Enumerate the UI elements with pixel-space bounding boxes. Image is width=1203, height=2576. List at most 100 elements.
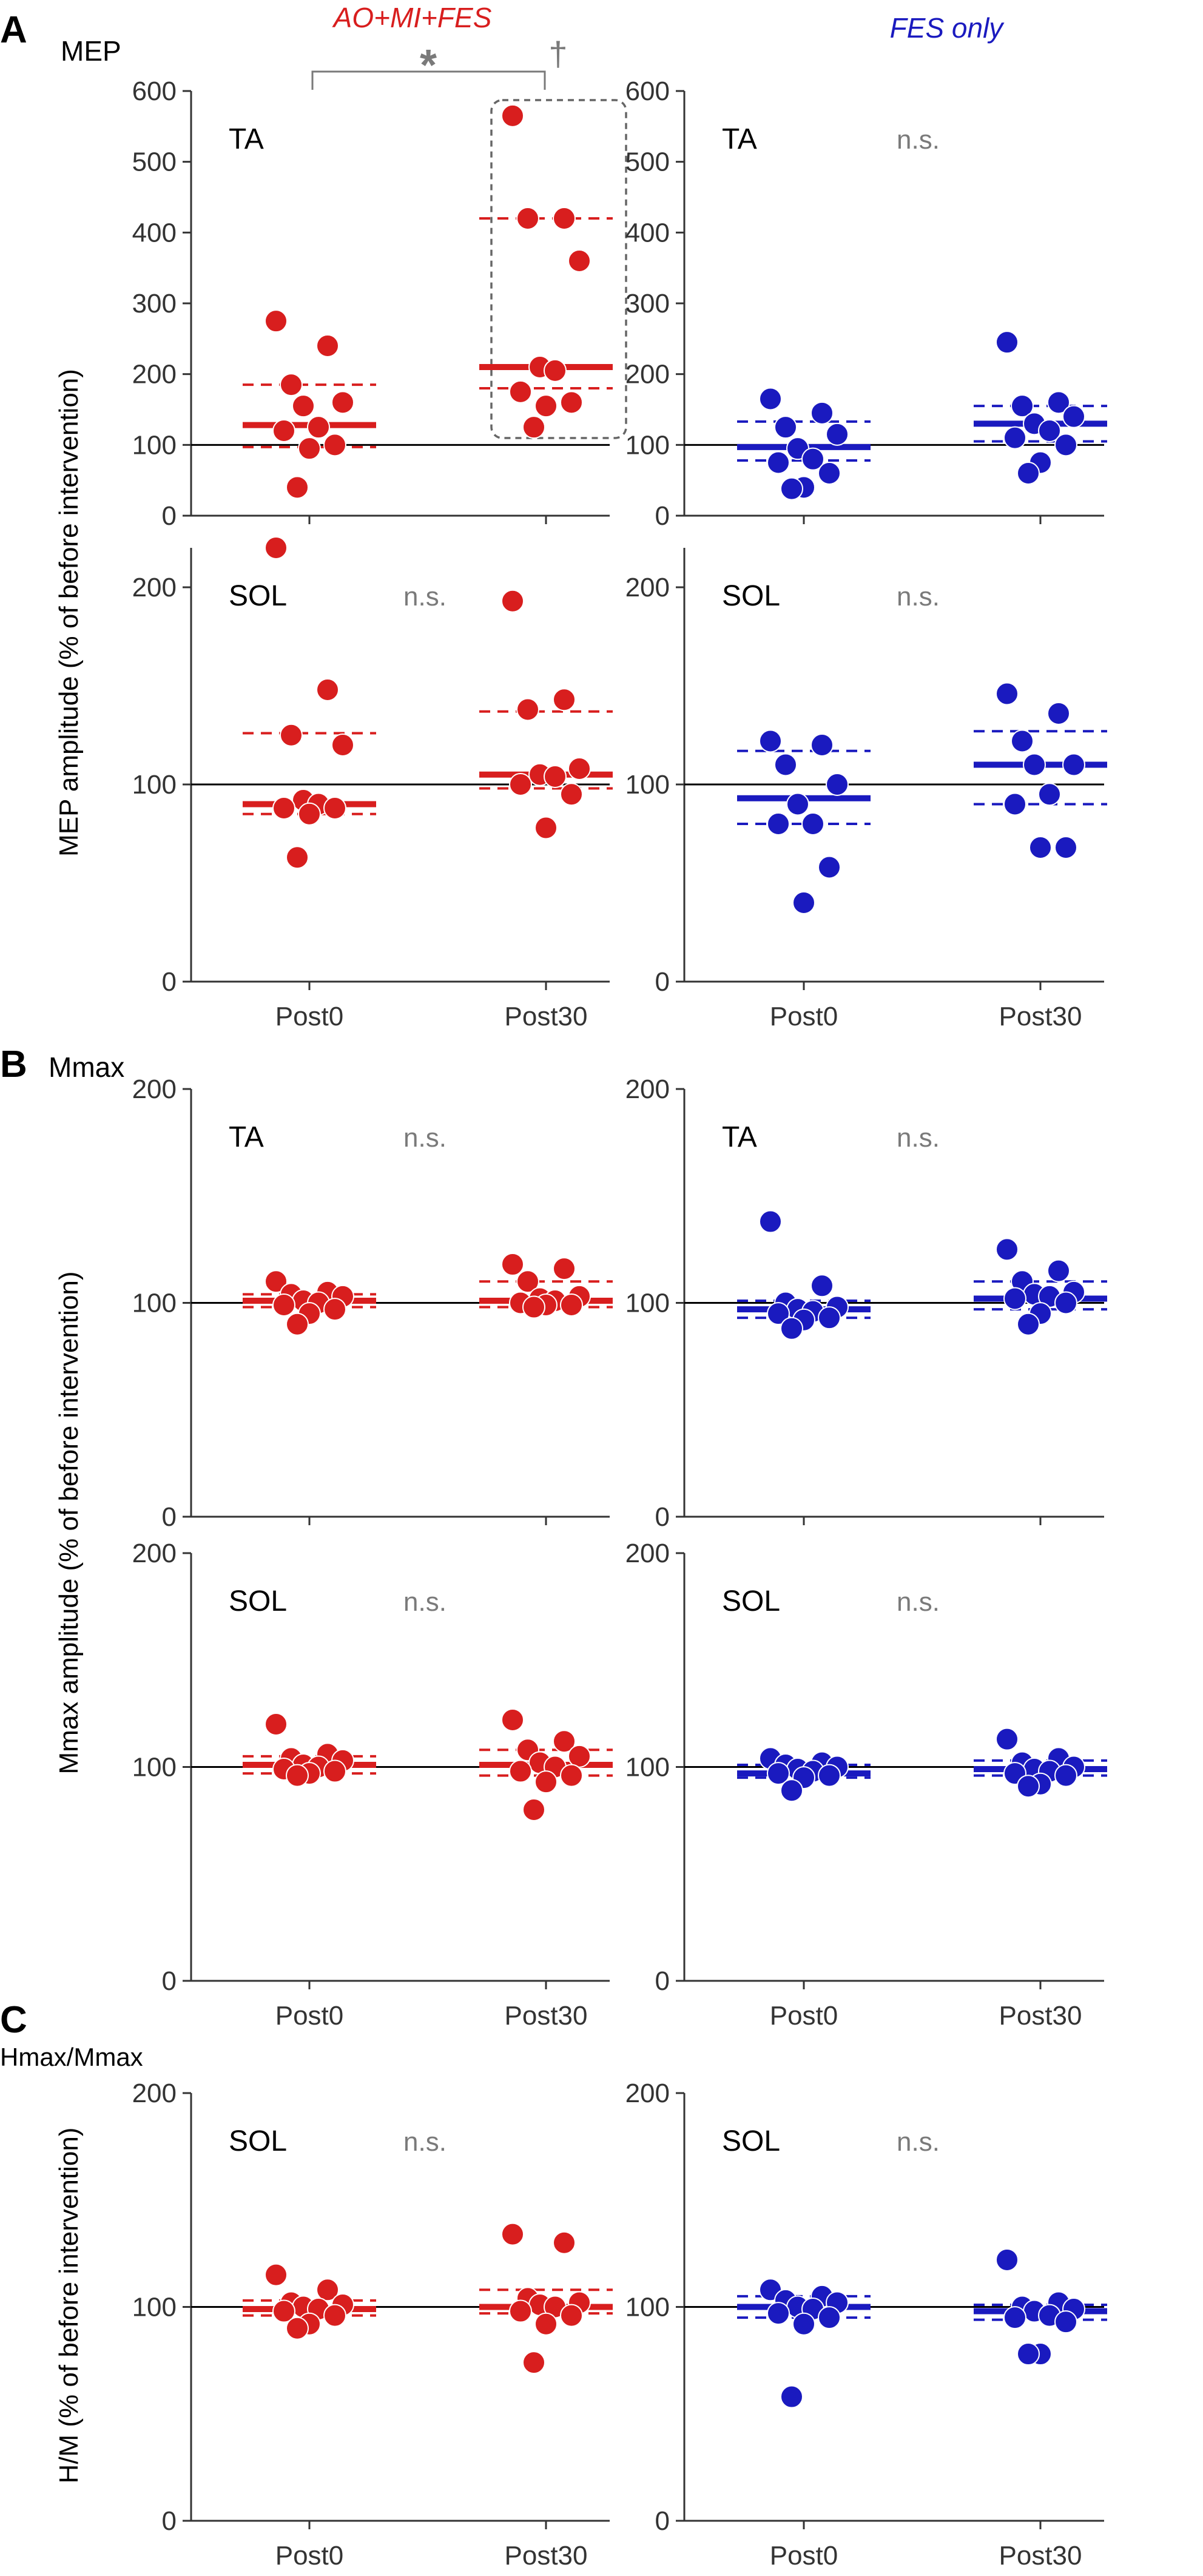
data-point [509,773,532,796]
data-point [501,1253,524,1276]
data-point [553,1730,576,1753]
data-point [265,1270,288,1293]
data-point [534,1770,558,1794]
muscle-label: SOL [722,2125,780,2157]
y-tick-label: 300 [625,289,670,319]
muscle-label: SOL [722,1585,780,1617]
data-point [792,891,815,914]
data-point [286,1764,309,1787]
y-tick-label: 0 [162,1966,177,1996]
y-tick-label: 100 [625,2293,670,2322]
measure-label-hm: Hmax/Mmax [0,2043,143,2071]
measure-label-mmax: Mmax [49,1051,124,1083]
muscle-label: SOL [229,580,287,612]
data-point [522,1798,545,1821]
data-point [818,1306,841,1330]
y-tick-label: 100 [132,1289,177,1318]
chart-mmax-sol-fes: 0 100 200 Post0 Post30 SOL n.s. [625,1539,1107,2031]
y-tick-label: 100 [625,770,670,800]
x-tick-label: Post0 [770,1002,838,1031]
data-point [786,792,809,816]
data-point [780,2385,803,2409]
x-tick-label: Post0 [275,1002,344,1031]
data-point [560,783,583,806]
muscle-label: SOL [229,2125,287,2157]
y-tick-label: 0 [655,1966,670,1996]
y-tick-label: 200 [625,1074,670,1104]
y-tick-label: 200 [132,1074,177,1104]
data-point [553,688,576,712]
data-point [272,797,295,820]
data-point [1062,753,1085,777]
y-tick-label: 100 [625,1753,670,1782]
ns-label: n.s. [403,582,446,612]
y-tick-label: 200 [132,1539,177,1568]
data-point [826,422,849,446]
panel-letter-a: A [0,9,27,51]
data-point [516,207,539,230]
y-tick-label: 100 [625,1289,670,1318]
ns-label: n.s. [897,582,940,612]
data-point [810,733,834,757]
data-point [323,797,346,820]
data-point [818,462,841,485]
muscle-label: TA [722,1121,757,1153]
data-point [553,2231,576,2254]
data-point [780,477,803,501]
data-point [1047,391,1070,414]
data-point [1017,1312,1040,1336]
ns-label: n.s. [897,125,940,155]
data-point [810,401,834,425]
data-point [759,729,782,753]
y-tick-label: 200 [132,2079,177,2108]
data-point [298,802,321,826]
x-tick-label: Post30 [505,2541,588,2571]
y-tick-label: 0 [655,2506,670,2536]
panel-letter-b: B [0,1044,27,1085]
y-tick-label: 400 [625,218,670,248]
y-axis-label-mep: MEP amplitude (% of before intervention) [54,369,84,857]
y-tick-label: 0 [162,2506,177,2536]
y-tick-label: 100 [625,430,670,460]
ns-label: n.s. [403,2127,446,2157]
significance-bracket [311,70,546,90]
data-point [522,416,545,439]
data-point [1003,2306,1026,2330]
x-tick-label: Post0 [275,2001,344,2031]
x-tick-label: Post30 [505,2001,588,2031]
data-point [767,812,790,835]
y-tick-label: 100 [132,770,177,800]
y-tick-label: 300 [132,289,177,319]
data-point [544,765,567,788]
plot-area: 0 100 200 300 400 500 600 TA 0 100 200 300 400 500 600… [132,76,1107,2571]
data-point [501,1708,524,1731]
data-point [509,2299,532,2323]
y-tick-label: 200 [625,2079,670,2108]
y-tick-label: 600 [625,76,670,106]
chart-mmax-ta-ao: 0 100 200 TA n.s. [132,1074,613,1532]
data-point [323,2304,346,2327]
y-tick-label: 500 [625,147,670,177]
group-title-ao: AO+MI+FES [332,2,492,33]
data-point [286,1312,309,1336]
data-point [286,2316,309,2340]
data-point [307,416,330,439]
data-point [996,1727,1019,1751]
ns-label: n.s. [897,1123,940,1153]
data-point [774,416,797,439]
y-tick-label: 200 [625,360,670,389]
data-point [316,334,339,357]
data-point [509,380,532,403]
data-point [780,1779,803,1802]
measure-label-mep: MEP [61,35,121,67]
data-point [1017,462,1040,485]
chart-mmax-ta-fes: 0 100 200 TA n.s. [625,1074,1107,1532]
y-tick-label: 0 [655,967,670,997]
data-point [272,2299,295,2323]
data-point [501,104,524,127]
y-axis-label-mmax: Mmax amplitude (% of before intervention… [54,1271,84,1774]
data-point [767,1762,790,1785]
data-point [996,682,1019,706]
muscle-label: SOL [229,1585,287,1617]
y-tick-label: 0 [162,967,177,997]
